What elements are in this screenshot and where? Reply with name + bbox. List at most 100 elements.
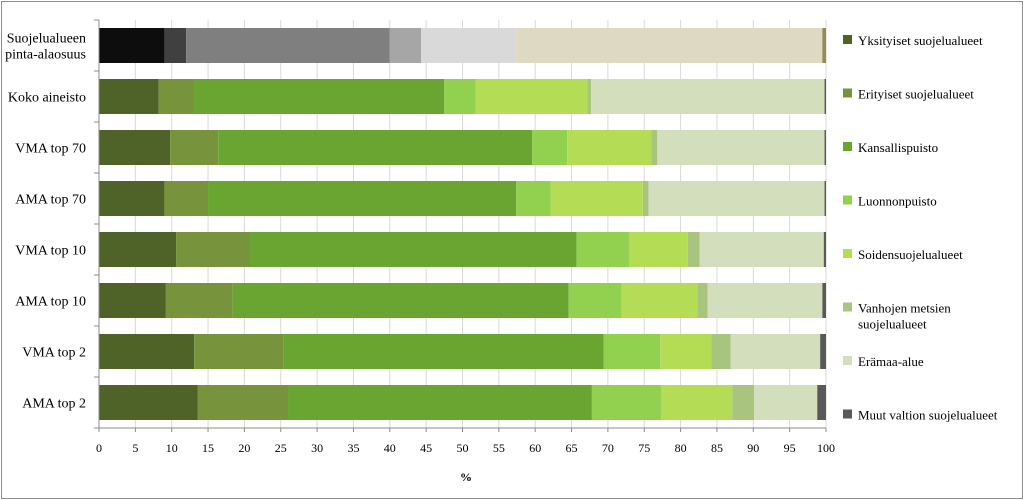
x-tick-label-18: 90 <box>747 441 759 455</box>
legend-label-0: Yksityiset suojelualueet <box>858 33 983 48</box>
x-axis-title: % <box>460 470 472 484</box>
x-tick-label-13: 65 <box>566 441 578 455</box>
legend-label-2: Kansallispuisto <box>858 140 938 155</box>
legend-label-5-line0: Vanhojen metsien <box>858 301 951 316</box>
bar-segment-row4-series3 <box>576 232 629 267</box>
bar-segment-row3-series5 <box>642 181 649 216</box>
bar-segment-row4-series0 <box>99 232 177 267</box>
bar-segment-row7-series1 <box>197 385 289 420</box>
x-tick-label-2: 10 <box>166 441 178 455</box>
x-tick-label-6: 30 <box>311 441 323 455</box>
bar-segment-row3-series1 <box>164 181 209 216</box>
bar-segment-row2-series5 <box>651 130 658 165</box>
bar-segment-row6-series6 <box>730 334 821 369</box>
legend-label-4: Soidensuojelualueet <box>858 247 963 262</box>
x-tick-label-15: 75 <box>638 441 650 455</box>
bar-segment-row3-series7 <box>824 181 826 216</box>
category-label-4: VMA top 10 <box>15 244 86 259</box>
x-tick-label-12: 60 <box>529 441 541 455</box>
category-label-7: AMA top 2 <box>22 397 86 412</box>
category-label-1: Koko aineisto <box>8 91 86 106</box>
bar-segment-row7-series2 <box>288 385 592 420</box>
bar-segment-row6-series3 <box>603 334 661 369</box>
bar-segment-row1-series6 <box>591 79 825 114</box>
bar-segment-row3-series2 <box>208 181 517 216</box>
legend-swatch-1 <box>843 88 852 98</box>
category-label-3: AMA top 70 <box>15 193 86 208</box>
bar-segment-row4-series7 <box>823 232 826 267</box>
bar-segment-row7-series4 <box>660 385 733 420</box>
x-tick-label-10: 50 <box>457 441 469 455</box>
x-tick-label-20: 100 <box>817 441 835 455</box>
bar-segment-row2-series3 <box>532 130 568 165</box>
bar-segment-row5-series5 <box>697 283 708 318</box>
x-tick-label-14: 70 <box>602 441 614 455</box>
bar-segment-area-share-4 <box>421 28 517 63</box>
bar-segment-row1-series1 <box>158 79 194 114</box>
bar-segment-row6-series5 <box>711 334 731 369</box>
legend-swatch-6 <box>843 356 852 365</box>
x-tick-labels: 0 5 10 15 20 25 30 35 40 45 50 55 60 65 70 75 80 85 90 95 10… <box>96 441 835 455</box>
legend-swatch-7 <box>843 409 852 419</box>
bar-segment-row1-series5 <box>587 79 592 114</box>
bar-segment-row1-series7 <box>824 79 826 114</box>
x-tick-label-7: 35 <box>347 441 359 455</box>
bar-segment-row3-series3 <box>516 181 551 216</box>
bar-segment-row7-series7 <box>817 385 826 420</box>
bar-segment-row5-series0 <box>99 283 166 318</box>
legend-label-6: Erämaa-alue <box>858 354 924 369</box>
x-tick-label-16: 80 <box>675 441 687 455</box>
bar-segment-row2-series1 <box>170 130 219 165</box>
legend-swatch-2 <box>843 142 852 151</box>
legend-label-3: Luonnonpuisto <box>858 194 937 209</box>
legend-swatch-3 <box>843 195 852 205</box>
legend-swatch-4 <box>843 249 852 258</box>
bar-segment-row4-series1 <box>176 232 250 267</box>
category-label-2: VMA top 70 <box>15 142 86 157</box>
bar-segment-row6-series7 <box>820 334 826 369</box>
category-label-5: AMA top 10 <box>15 295 86 310</box>
bar-segment-row3-series6 <box>648 181 825 216</box>
x-tick-label-3: 15 <box>202 441 214 455</box>
x-tick-label-17: 85 <box>711 441 723 455</box>
bar-segment-row6-series0 <box>99 334 195 369</box>
legend: Yksityiset suojelualueet Erityiset suojel… <box>843 33 998 423</box>
bar-segment-row1-series0 <box>99 79 159 114</box>
bars <box>99 28 826 420</box>
legend-label-1: Erityiset suojelualueet <box>858 87 974 102</box>
bar-segment-row5-series4 <box>621 283 698 318</box>
bar-segment-row4-series5 <box>687 232 700 267</box>
bar-segment-row5-series3 <box>568 283 622 318</box>
bar-segment-row7-series0 <box>99 385 198 420</box>
bar-segment-area-share-6 <box>822 28 826 63</box>
category-label-0-line1: pinta-alaosuus <box>5 48 86 63</box>
bar-segment-row4-series2 <box>249 232 577 267</box>
bar-segment-row4-series6 <box>699 232 824 267</box>
x-tick-label-1: 5 <box>132 441 138 455</box>
bar-segment-row1-series3 <box>444 79 476 114</box>
x-tick-label-11: 55 <box>493 441 505 455</box>
legend-label-5-line1: suojelualueet <box>858 317 927 332</box>
bar-segment-row2-series6 <box>657 130 825 165</box>
bar-segment-row5-series2 <box>232 283 569 318</box>
bar-segment-row6-series4 <box>660 334 712 369</box>
legend-swatch-5 <box>843 302 852 312</box>
legend-swatch-0 <box>843 35 852 44</box>
bar-segment-row1-series4 <box>475 79 588 114</box>
bar-segment-row1-series2 <box>193 79 445 114</box>
bar-segment-row7-series5 <box>732 385 755 420</box>
bar-segment-row2-series4 <box>567 130 652 165</box>
bar-segment-area-share-3 <box>389 28 422 63</box>
bar-segment-row7-series6 <box>754 385 818 420</box>
bar-segment-area-share-0 <box>99 28 165 63</box>
x-tick-label-19: 95 <box>784 441 796 455</box>
bar-segment-area-share-5 <box>516 28 823 63</box>
legend-label-7: Muut valtion suojelualueet <box>858 408 998 423</box>
x-tick-label-5: 25 <box>275 441 287 455</box>
bar-segment-row6-series1 <box>194 334 284 369</box>
bar-segment-row3-series4 <box>550 181 643 216</box>
axes <box>94 19 827 432</box>
bar-segment-row6-series2 <box>283 334 604 369</box>
